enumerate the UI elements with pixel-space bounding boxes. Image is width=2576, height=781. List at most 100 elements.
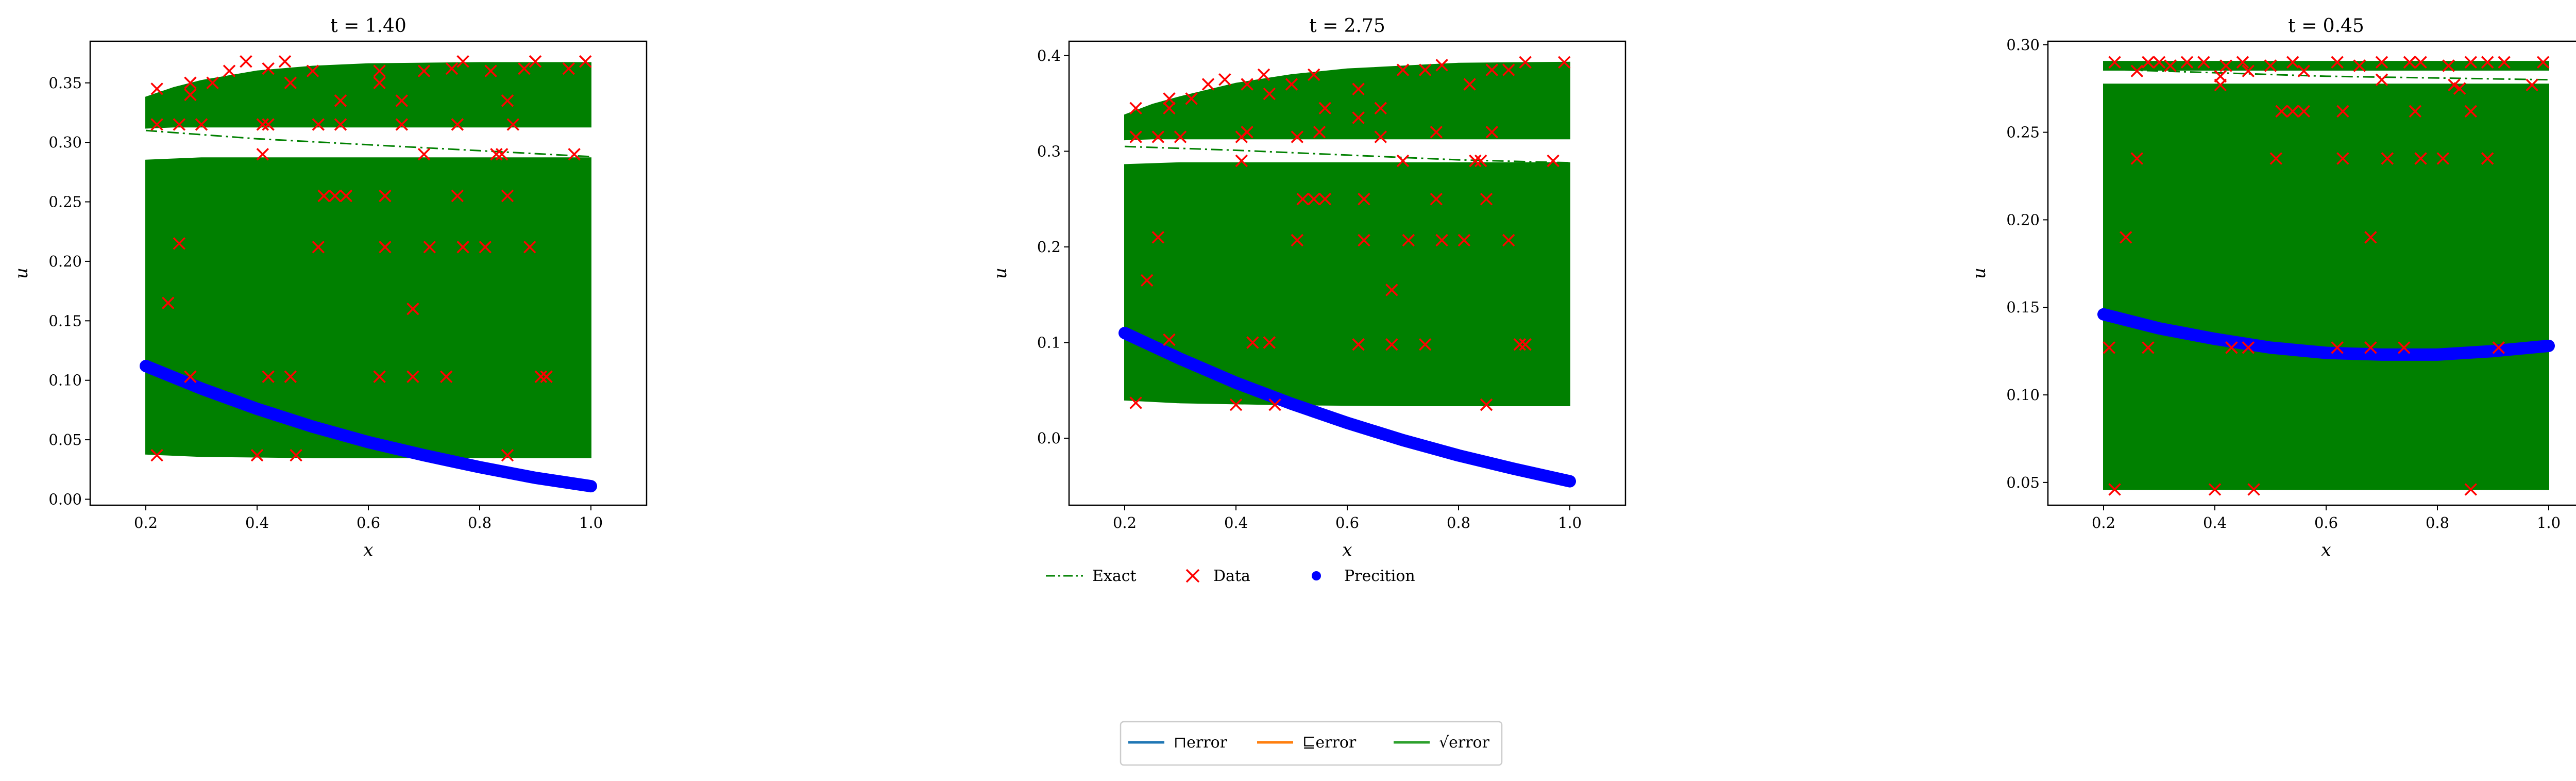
y-tick-label: 0.30: [48, 134, 82, 151]
data-point: [2153, 56, 2166, 69]
data-point: [1218, 73, 1231, 86]
x-tick-label: 0.8: [2426, 514, 2449, 531]
x-tick-label: 0.8: [468, 514, 492, 531]
legend-prediction-marker: [1312, 571, 1321, 580]
data-point: [1313, 126, 1326, 139]
data-point: [1469, 154, 1482, 168]
data-point: [2197, 56, 2210, 69]
data-point: [1185, 92, 1198, 105]
data-point: [501, 94, 514, 107]
y-tick-label: 0.25: [2006, 124, 2040, 141]
data-point: [1257, 68, 1270, 81]
x-tick-label: 0.6: [2314, 514, 2338, 531]
data-point: [2364, 231, 2377, 244]
data-point: [2409, 105, 2422, 118]
subplot-title: t = 0.45: [2288, 15, 2364, 37]
data-point: [1352, 111, 1365, 124]
x-tick-label: 0.6: [1335, 514, 1359, 531]
data-point: [2481, 56, 2494, 69]
x-tick-label: 1.0: [2537, 514, 2561, 531]
data-point: [1129, 396, 1142, 409]
data-point: [1485, 63, 1499, 76]
data-point: [284, 370, 297, 384]
data-point: [2364, 341, 2377, 354]
data-point: [1229, 398, 1243, 411]
data-point: [2297, 64, 2311, 77]
data-point: [1285, 78, 1298, 91]
data-point: [2375, 73, 2388, 86]
legend-label: Exact: [1092, 567, 1137, 585]
data-point: [334, 118, 347, 131]
data-point: [1129, 102, 1142, 115]
data-point: [206, 76, 219, 90]
data-point: [1151, 231, 1165, 244]
data-point: [2264, 59, 2277, 72]
data-point: [2119, 231, 2132, 244]
data-point: [2247, 483, 2260, 496]
data-point: [568, 147, 581, 161]
data-point: [312, 118, 325, 131]
y-tick-label: 0.15: [2006, 298, 2040, 316]
data-point: [2225, 341, 2238, 354]
y-tick-label: 0.4: [1037, 47, 1061, 64]
y-tick-label: 0.05: [2006, 474, 2040, 491]
data-point: [2108, 483, 2121, 496]
data-point: [445, 62, 459, 75]
data-point: [1396, 154, 1410, 168]
data-point: [1430, 126, 1443, 139]
legend-data-marker: [1185, 569, 1200, 583]
data-point: [1263, 336, 1276, 349]
data-point: [1318, 192, 1332, 206]
data-point: [501, 189, 514, 203]
y-axis-label: u: [1969, 268, 1990, 279]
data-point: [317, 189, 330, 203]
data-point: [262, 62, 275, 75]
uncertainty-band-2: [145, 157, 591, 458]
data-point: [484, 64, 497, 77]
exact-line: [2103, 68, 2549, 81]
y-tick-label: 0.30: [2006, 36, 2040, 54]
data-point: [395, 118, 409, 131]
legend-error: ⊓error ⊑error √error: [1120, 721, 1503, 766]
data-point: [1291, 234, 1304, 247]
data-point: [1435, 59, 1448, 72]
data-point: [2464, 105, 2478, 118]
x-tick-label: 0.8: [1447, 514, 1470, 531]
data-point: [2381, 152, 2394, 165]
data-point: [1263, 87, 1276, 101]
data-point: [506, 118, 520, 131]
y-axis-label: u: [11, 268, 32, 279]
data-point: [373, 76, 386, 90]
prediction-line: [2097, 308, 2555, 361]
x-tick-label: 0.2: [2092, 514, 2115, 531]
data-point: [2236, 56, 2249, 69]
prediction-line: [1118, 327, 1576, 488]
data-point: [495, 147, 509, 161]
uncertainty-band-1: [2103, 61, 2549, 71]
uncertainty-band-1: [145, 62, 591, 129]
data-point: [2242, 64, 2255, 77]
data-point: [2375, 56, 2388, 69]
y-tick-label: 0.0: [1037, 429, 1061, 447]
y-tick-label: 0.25: [48, 193, 82, 211]
data-point: [306, 64, 319, 77]
data-point: [417, 64, 431, 77]
subplot-1: t = 1.40 0.2 0.4 0.6 0.8 1.0 0.00 0.05 0.10 0.15 0…: [11, 15, 648, 560]
legend-error-label: ⊓error: [1174, 734, 1228, 752]
data-point: [284, 76, 297, 90]
data-point: [195, 118, 208, 131]
data-point: [2331, 341, 2344, 354]
data-point: [501, 448, 514, 462]
data-point: [250, 448, 264, 462]
data-point: [2297, 105, 2311, 118]
data-point: [417, 147, 431, 161]
data-point: [1296, 192, 1309, 206]
data-point: [579, 55, 592, 68]
data-point: [2164, 59, 2177, 72]
data-point: [1318, 102, 1332, 115]
data-point: [456, 240, 469, 254]
data-point: [1458, 234, 1471, 247]
data-point: [2103, 341, 2116, 354]
data-point: [1374, 130, 1387, 143]
subplot-2: t = 2.75 0.2 0.4 0.6 0.8 1.0 0.0 0.1 0.2 0.3 0.4 x u: [990, 15, 1626, 560]
